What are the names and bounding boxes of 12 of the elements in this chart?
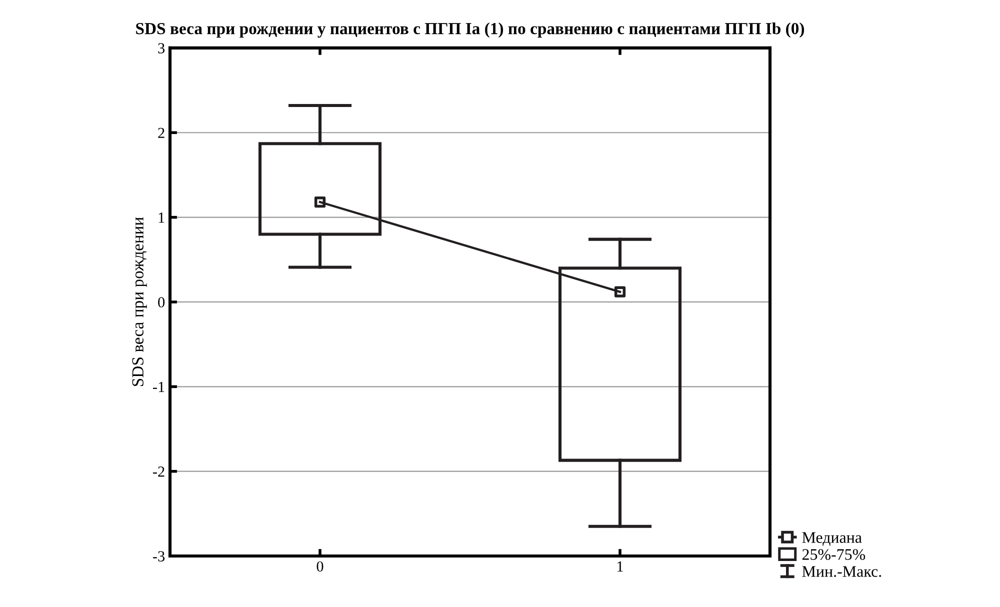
y-tick-label: -2 bbox=[152, 466, 164, 477]
y-tick-label: 3 bbox=[158, 43, 165, 54]
chart-title: SDS веса при рождении у пациентов с ПГП Iа (1) по сравнению с пациентами ПГП Ib (0) bbox=[136, 22, 804, 38]
y-tick-label: 0 bbox=[158, 297, 165, 308]
y-axis-title: SDS веса при рождении bbox=[132, 217, 147, 386]
y-tick-label: 1 bbox=[158, 212, 164, 223]
y-tick-label: -3 bbox=[152, 551, 165, 562]
legend-label: 25%-75% bbox=[802, 549, 866, 560]
text: Мин.-Макс. bbox=[802, 566, 882, 577]
legend-label: Медиана bbox=[802, 532, 862, 546]
y-tick-label: 2 bbox=[158, 128, 164, 138]
y-tick-label: -1 bbox=[152, 382, 164, 392]
